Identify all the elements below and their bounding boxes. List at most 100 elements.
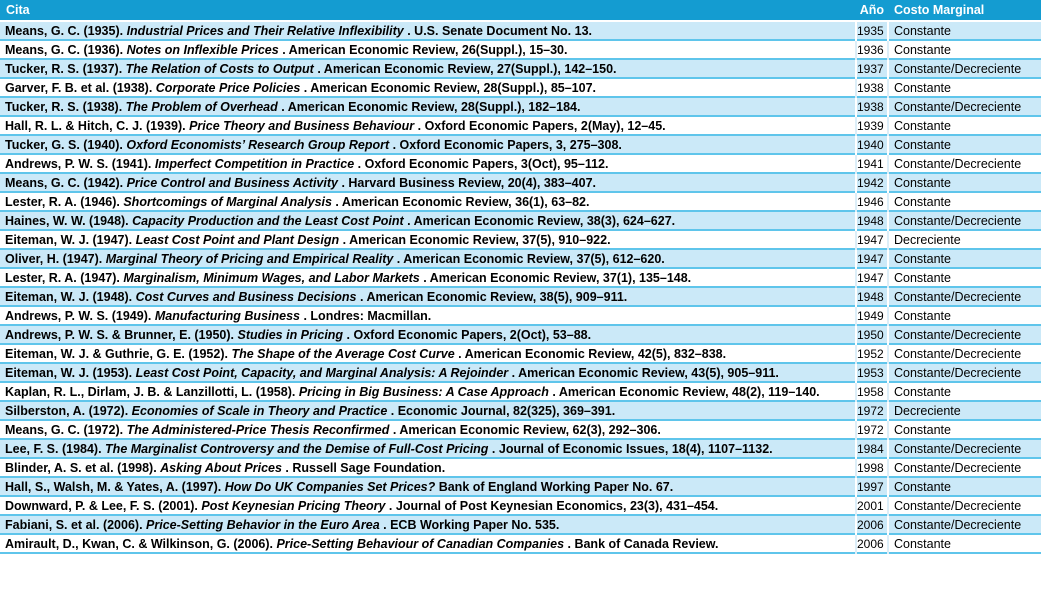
citation-cell[interactable]: Fabiani, S. et al. (2006). Price-Setting…: [0, 515, 856, 534]
year-cell[interactable]: 1998: [855, 458, 888, 477]
year-cell[interactable]: 1947: [855, 230, 888, 249]
marginal-cost-cell[interactable]: Constante: [887, 21, 1041, 40]
citation-cell[interactable]: Hall, R. L. & Hitch, C. J. (1939). Price…: [0, 116, 856, 135]
year-cell[interactable]: 1946: [855, 192, 888, 211]
year-cell[interactable]: 2006: [855, 534, 888, 553]
citation-cell[interactable]: Lester, R. A. (1947). Marginalism, Minim…: [0, 268, 856, 287]
citation-cell[interactable]: Garver, F. B. et al. (1938). Corporate P…: [0, 78, 856, 97]
year-cell[interactable]: 1947: [855, 249, 888, 268]
citation-title: Price Control and Business Activity: [126, 175, 338, 190]
citation-source: . American Economic Review, 36(1), 63–82…: [331, 194, 590, 209]
marginal-cost-cell[interactable]: Constante: [887, 116, 1041, 135]
marginal-cost-cell[interactable]: Constante: [887, 135, 1041, 154]
citation-cell[interactable]: Andrews, P. W. S. (1949). Manufacturing …: [0, 306, 856, 325]
year-cell[interactable]: 1950: [855, 325, 888, 344]
table-row: Means, G. C. (1936). Notes on Inflexible…: [0, 40, 1041, 59]
citation-cell[interactable]: Tucker, R. S. (1938). The Problem of Ove…: [0, 97, 856, 116]
citation-title: Least Cost Point, Capacity, and Marginal…: [135, 365, 509, 380]
citation-title: Imperfect Competition in Practice: [154, 156, 355, 171]
year-cell[interactable]: 1948: [855, 287, 888, 306]
year-cell[interactable]: 1952: [855, 344, 888, 363]
citation-cell[interactable]: Lee, F. S. (1984). The Marginalist Contr…: [0, 439, 856, 458]
year-cell[interactable]: 1958: [855, 382, 888, 401]
year-cell[interactable]: 1984: [855, 439, 888, 458]
year-cell[interactable]: 1953: [855, 363, 888, 382]
citation-cell[interactable]: Eiteman, W. J. (1953). Least Cost Point,…: [0, 363, 856, 382]
marginal-cost-cell[interactable]: Constante: [887, 40, 1041, 59]
citation-cell[interactable]: Tucker, R. S. (1937). The Relation of Co…: [0, 59, 856, 78]
marginal-cost-cell[interactable]: Constante/Decreciente: [887, 59, 1041, 78]
marginal-cost-cell[interactable]: Constante/Decreciente: [887, 97, 1041, 116]
marginal-cost-cell[interactable]: Constante: [887, 382, 1041, 401]
citation-cell[interactable]: Means, G. C. (1972). The Administered-Pr…: [0, 420, 856, 439]
marginal-cost-cell[interactable]: Constante: [887, 173, 1041, 192]
column-header-ano[interactable]: Año: [856, 0, 888, 21]
year-cell[interactable]: 1997: [855, 477, 888, 496]
column-header-costo-marginal[interactable]: Costo Marginal: [888, 0, 1041, 21]
citation-title: The Marginalist Controversy and the Demi…: [105, 441, 489, 456]
year-cell[interactable]: 1972: [855, 401, 888, 420]
citation-title: Studies in Pricing: [237, 327, 344, 342]
year-cell[interactable]: 2006: [855, 515, 888, 534]
year-cell[interactable]: 1935: [855, 21, 888, 40]
citation-cell[interactable]: Blinder, A. S. et al. (1998). Asking Abo…: [0, 458, 856, 477]
citation-cell[interactable]: Eiteman, W. J. (1948). Cost Curves and B…: [0, 287, 856, 306]
marginal-cost-cell[interactable]: Constante: [887, 78, 1041, 97]
year-cell[interactable]: 1947: [855, 268, 888, 287]
citation-cell[interactable]: Oliver, H. (1947). Marginal Theory of Pr…: [0, 249, 856, 268]
marginal-cost-cell[interactable]: Constante: [887, 306, 1041, 325]
marginal-cost-cell[interactable]: Constante/Decreciente: [887, 211, 1041, 230]
table-row: Kaplan, R. L., Dirlam, J. B. & Lanzillot…: [0, 382, 1041, 401]
citation-cell[interactable]: Means, G. C. (1935). Industrial Prices a…: [0, 21, 856, 40]
citation-authors: Means, G. C. (1935).: [5, 23, 127, 38]
year-cell[interactable]: 1939: [855, 116, 888, 135]
citation-cell[interactable]: Tucker, G. S. (1940). Oxford Economists’…: [0, 135, 856, 154]
marginal-cost-cell[interactable]: Decreciente: [887, 401, 1041, 420]
citation-cell[interactable]: Means, G. C. (1936). Notes on Inflexible…: [0, 40, 856, 59]
marginal-cost-cell[interactable]: Constante: [887, 477, 1041, 496]
year-cell[interactable]: 1937: [855, 59, 888, 78]
citation-cell[interactable]: Andrews, P. W. S. & Brunner, E. (1950). …: [0, 325, 856, 344]
year-cell[interactable]: 1972: [855, 420, 888, 439]
citation-cell[interactable]: Eiteman, W. J. (1947). Least Cost Point …: [0, 230, 856, 249]
marginal-cost-cell[interactable]: Constante/Decreciente: [887, 325, 1041, 344]
marginal-cost-cell[interactable]: Constante/Decreciente: [887, 363, 1041, 382]
marginal-cost-cell[interactable]: Constante/Decreciente: [887, 496, 1041, 515]
year-cell[interactable]: 1949: [855, 306, 888, 325]
citation-cell[interactable]: Downward, P. & Lee, F. S. (2001). Post K…: [0, 496, 856, 515]
citation-cell[interactable]: Silberston, A. (1972). Economies of Scal…: [0, 401, 856, 420]
marginal-cost-cell[interactable]: Constante/Decreciente: [887, 515, 1041, 534]
marginal-cost-cell[interactable]: Constante: [887, 268, 1041, 287]
marginal-cost-cell[interactable]: Constante: [887, 420, 1041, 439]
year-cell[interactable]: 2001: [855, 496, 888, 515]
year-cell[interactable]: 1936: [855, 40, 888, 59]
citation-cell[interactable]: Haines, W. W. (1948). Capacity Productio…: [0, 211, 856, 230]
citation-cell[interactable]: Lester, R. A. (1946). Shortcomings of Ma…: [0, 192, 856, 211]
citation-cell[interactable]: Hall, S., Walsh, M. & Yates, A. (1997). …: [0, 477, 856, 496]
year-cell[interactable]: 1948: [855, 211, 888, 230]
column-header-cita[interactable]: Cita: [0, 0, 856, 21]
year-cell[interactable]: 1941: [855, 154, 888, 173]
marginal-cost-cell[interactable]: Constante/Decreciente: [887, 344, 1041, 363]
marginal-cost-cell[interactable]: Constante: [887, 534, 1041, 553]
citation-cell[interactable]: Eiteman, W. J. & Guthrie, G. E. (1952). …: [0, 344, 856, 363]
year-cell[interactable]: 1940: [855, 135, 888, 154]
table-row: Fabiani, S. et al. (2006). Price-Setting…: [0, 515, 1041, 534]
marginal-cost-cell[interactable]: Constante: [887, 192, 1041, 211]
marginal-cost-cell[interactable]: Constante/Decreciente: [887, 458, 1041, 477]
citation-cell[interactable]: Andrews, P. W. S. (1941). Imperfect Comp…: [0, 154, 856, 173]
year-cell[interactable]: 1938: [855, 97, 888, 116]
marginal-cost-cell[interactable]: Constante/Decreciente: [887, 154, 1041, 173]
citation-cell[interactable]: Kaplan, R. L., Dirlam, J. B. & Lanzillot…: [0, 382, 856, 401]
table-row: Lester, R. A. (1946). Shortcomings of Ma…: [0, 192, 1041, 211]
citation-cell[interactable]: Amirault, D., Kwan, C. & Wilkinson, G. (…: [0, 534, 856, 553]
table-row: Andrews, P. W. S. (1949). Manufacturing …: [0, 306, 1041, 325]
marginal-cost-cell[interactable]: Constante/Decreciente: [887, 287, 1041, 306]
year-cell[interactable]: 1938: [855, 78, 888, 97]
marginal-cost-cell[interactable]: Decreciente: [887, 230, 1041, 249]
marginal-cost-cell[interactable]: Constante/Decreciente: [887, 439, 1041, 458]
citation-cell[interactable]: Means, G. C. (1942). Price Control and B…: [0, 173, 856, 192]
marginal-cost-cell[interactable]: Constante: [887, 249, 1041, 268]
citation-authors: Andrews, P. W. S. (1949).: [5, 308, 155, 323]
year-cell[interactable]: 1942: [855, 173, 888, 192]
